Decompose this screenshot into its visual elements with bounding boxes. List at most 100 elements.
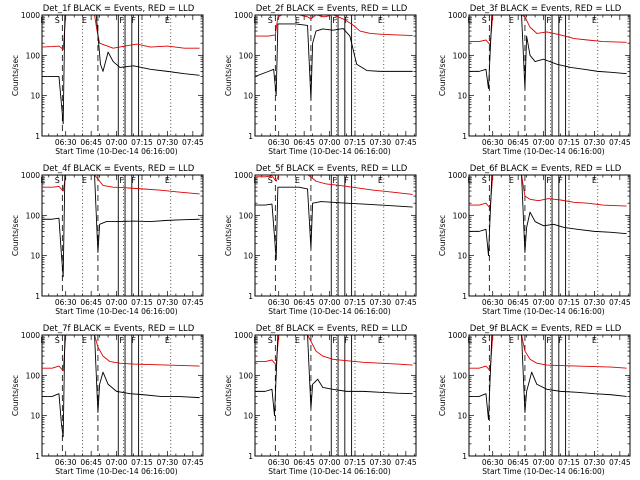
panel-title: Det_5f BLACK = Events, RED = LLD xyxy=(256,164,408,174)
y-tick-label: 1000 xyxy=(448,331,467,340)
x-tick-label: 07:00 xyxy=(533,138,555,147)
series-red-line xyxy=(42,335,200,372)
x-tick-label: 07:15 xyxy=(558,138,580,147)
panel-4: Det_4f BLACK = Events, RED = LLD 1 10 100 10… xyxy=(11,164,204,316)
event-label: E xyxy=(592,16,597,25)
panel-title: Det_6f BLACK = Events, RED = LLD xyxy=(470,164,622,174)
y-tick-label: 100 xyxy=(26,211,41,220)
panel-title: Det_3f BLACK = Events, RED = LLD xyxy=(470,4,622,14)
x-tick-label: 07:00 xyxy=(106,298,128,307)
event-label: E xyxy=(467,176,472,185)
y-tick-label: 1 xyxy=(35,452,40,461)
x-tick-label: 07:00 xyxy=(533,458,555,467)
x-axis-label: Start Time (10-Dec-14 06:16:00) xyxy=(268,467,390,476)
event-label: S xyxy=(55,16,60,25)
x-tick-label: 06:45 xyxy=(80,138,102,147)
series-black-line xyxy=(42,15,200,125)
event-label: S xyxy=(268,16,273,25)
y-axis-label: Counts/sec xyxy=(438,215,447,256)
y-tick-label: 1 xyxy=(35,292,40,301)
event-label: F xyxy=(131,176,136,185)
panel-title: Det_7f BLACK = Events, RED = LLD xyxy=(43,324,195,334)
series-black-line xyxy=(42,175,200,278)
x-tick-label: 07:00 xyxy=(106,138,128,147)
event-label: F xyxy=(119,176,124,185)
event-label: E xyxy=(509,16,514,25)
plot-frame xyxy=(254,174,417,297)
panel-3: Det_3f BLACK = Events, RED = LLD 1 10 100 10… xyxy=(438,4,631,156)
x-tick-label: 06:30 xyxy=(268,298,290,307)
x-tick-label: 07:15 xyxy=(558,298,580,307)
event-label: E xyxy=(467,16,472,25)
event-label: F xyxy=(344,176,349,185)
series-black-line xyxy=(255,186,413,261)
event-label: F xyxy=(119,336,124,345)
event-label: E xyxy=(295,176,300,185)
y-tick-label: 100 xyxy=(239,51,254,60)
y-tick-label: 10 xyxy=(30,252,40,261)
y-axis-label: Counts/sec xyxy=(11,55,20,96)
series-red-line xyxy=(469,335,627,372)
x-axis-label: Start Time (10-Dec-14 06:16:00) xyxy=(55,467,177,476)
x-tick-label: 06:30 xyxy=(55,458,77,467)
event-label: E xyxy=(82,176,87,185)
plot-frame xyxy=(254,14,417,137)
x-tick-label: 06:45 xyxy=(293,138,315,147)
x-tick-label: 06:30 xyxy=(482,458,504,467)
event-label: F xyxy=(131,336,136,345)
panel-title: Det_9f BLACK = Events, RED = LLD xyxy=(470,324,622,334)
y-axis-label: Counts/sec xyxy=(224,55,233,96)
event-label: E xyxy=(40,176,45,185)
panel-title: Det_1f BLACK = Events, RED = LLD xyxy=(43,4,195,14)
x-tick-label: 07:00 xyxy=(319,458,341,467)
x-tick-label: 06:30 xyxy=(482,138,504,147)
x-tick-label: 06:45 xyxy=(507,138,529,147)
y-tick-label: 1000 xyxy=(234,171,253,180)
series-black-line xyxy=(42,335,200,438)
x-tick-label: 07:45 xyxy=(609,138,631,147)
event-label: E xyxy=(165,336,170,345)
series-black-line xyxy=(255,23,413,101)
x-tick-label: 07:45 xyxy=(395,458,417,467)
event-label: E xyxy=(378,176,383,185)
x-tick-label: 06:45 xyxy=(507,458,529,467)
y-axis-label: Counts/sec xyxy=(224,215,233,256)
event-label: F xyxy=(558,16,563,25)
y-tick-label: 1000 xyxy=(234,11,253,20)
x-tick-label: 06:45 xyxy=(507,298,529,307)
event-label: S xyxy=(268,336,273,345)
y-tick-label: 1 xyxy=(462,452,467,461)
x-tick-label: 06:30 xyxy=(55,298,77,307)
y-tick-label: 1000 xyxy=(21,331,40,340)
event-label: F xyxy=(332,16,337,25)
x-tick-label: 07:15 xyxy=(344,458,366,467)
y-tick-label: 10 xyxy=(457,92,467,101)
y-tick-label: 1 xyxy=(462,132,467,141)
y-tick-label: 1000 xyxy=(21,11,40,20)
event-label: S xyxy=(482,16,487,25)
y-tick-label: 10 xyxy=(243,252,253,261)
event-label: S xyxy=(55,336,60,345)
x-tick-label: 07:30 xyxy=(584,458,606,467)
x-tick-label: 07:15 xyxy=(131,298,153,307)
event-label: F xyxy=(558,176,563,185)
series-red-line xyxy=(42,175,200,195)
series-red-line xyxy=(255,175,413,195)
x-tick-label: 07:15 xyxy=(344,138,366,147)
plot-frame xyxy=(41,174,204,297)
series-black-line xyxy=(469,15,627,90)
y-tick-label: 1 xyxy=(462,292,467,301)
y-tick-label: 1000 xyxy=(234,331,253,340)
event-label: E xyxy=(253,176,258,185)
y-axis-label: Counts/sec xyxy=(438,375,447,416)
x-tick-label: 06:45 xyxy=(293,458,315,467)
event-label: F xyxy=(344,336,349,345)
x-tick-label: 07:15 xyxy=(131,458,153,467)
event-label: E xyxy=(295,336,300,345)
series-red-line xyxy=(469,175,627,209)
x-axis-label: Start Time (10-Dec-14 06:16:00) xyxy=(268,147,390,156)
x-tick-label: 07:00 xyxy=(533,298,555,307)
x-tick-label: 07:45 xyxy=(609,458,631,467)
x-tick-label: 06:45 xyxy=(80,458,102,467)
x-tick-label: 07:30 xyxy=(157,298,179,307)
